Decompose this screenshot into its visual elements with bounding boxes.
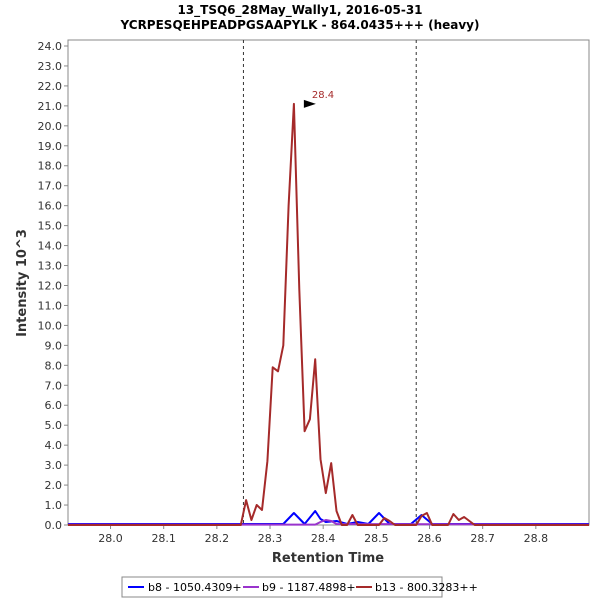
x-tick-label: 28.1 xyxy=(151,532,176,545)
y-tick-label: 0.0 xyxy=(45,519,63,532)
y-tick-label: 24.0 xyxy=(38,40,63,53)
y-tick-label: 22.0 xyxy=(38,80,63,93)
chart-title: 13_TSQ6_28May_Wally1, 2016-05-31 xyxy=(177,3,422,18)
peak-label: 28.4 xyxy=(312,90,334,101)
x-tick-label: 28.7 xyxy=(470,532,495,545)
y-tick-label: 5.0 xyxy=(45,419,63,432)
y-tick-label: 7.0 xyxy=(45,379,63,392)
plot-area xyxy=(67,39,590,526)
legend-box xyxy=(121,576,443,598)
y-tick-label: 1.0 xyxy=(45,499,63,512)
legend-entry-b13: b13 - 800.3283++ xyxy=(375,581,478,594)
legend: b8 - 1050.4309+ b9 - 1187.4898+ b13 - 80… xyxy=(121,576,478,598)
y-tick-label: 16.0 xyxy=(38,200,63,213)
y-tick-label: 20.0 xyxy=(38,120,63,133)
y-tick-label: 9.0 xyxy=(45,339,63,352)
y-tick-label: 13.0 xyxy=(38,260,63,273)
series-line-b13 xyxy=(68,102,589,526)
peak-arrow-icon xyxy=(303,99,316,108)
y-tick-label: 17.0 xyxy=(38,180,63,193)
x-tick-label: 28.4 xyxy=(311,532,336,545)
integration-boundaries xyxy=(242,40,417,525)
y-axis: 0.0 1.0 2.0 3.0 4.0 5.0 6.0 7.0 8.0 9.0 10.0 11.0 12… xyxy=(38,40,68,532)
y-tick-label: 8.0 xyxy=(45,359,63,372)
x-axis-label: Retention Time xyxy=(272,551,384,566)
y-tick-label: 12.0 xyxy=(38,279,63,292)
series-line-b9 xyxy=(68,519,590,526)
series-lines xyxy=(68,102,590,526)
legend-entry-b9: b9 - 1187.4898+ xyxy=(262,581,356,594)
x-tick-label: 28.2 xyxy=(205,532,230,545)
x-axis: 28.0 28.1 28.2 28.3 28.4 28.5 28.6 28.7 28.8 xyxy=(98,525,548,545)
y-tick-label: 10.0 xyxy=(38,319,63,332)
y-tick-label: 3.0 xyxy=(45,459,63,472)
y-tick-label: 19.0 xyxy=(38,140,63,153)
y-tick-label: 6.0 xyxy=(45,399,63,412)
x-tick-label: 28.3 xyxy=(258,532,283,545)
chart-subtitle: YCRPESQEHPEADPGSAAPYLK - 864.0435+++ (he… xyxy=(120,18,480,32)
y-tick-label: 14.0 xyxy=(38,240,63,253)
legend-entry-b8: b8 - 1050.4309+ xyxy=(148,581,242,594)
y-tick-label: 2.0 xyxy=(45,479,63,492)
x-tick-label: 28.5 xyxy=(364,532,389,545)
x-tick-label: 28.0 xyxy=(98,532,123,545)
y-tick-label: 21.0 xyxy=(38,100,63,113)
peak-annotation-group: 28.4 xyxy=(303,90,334,108)
y-tick-label: 18.0 xyxy=(38,160,63,173)
y-tick-label: 23.0 xyxy=(38,60,63,73)
y-tick-label: 11.0 xyxy=(38,299,63,312)
y-tick-label: 15.0 xyxy=(38,220,63,233)
y-axis-label: Intensity 10^3 xyxy=(15,229,30,337)
x-tick-label: 28.6 xyxy=(417,532,442,545)
y-tick-label: 4.0 xyxy=(45,439,63,452)
x-tick-label: 28.8 xyxy=(524,532,549,545)
